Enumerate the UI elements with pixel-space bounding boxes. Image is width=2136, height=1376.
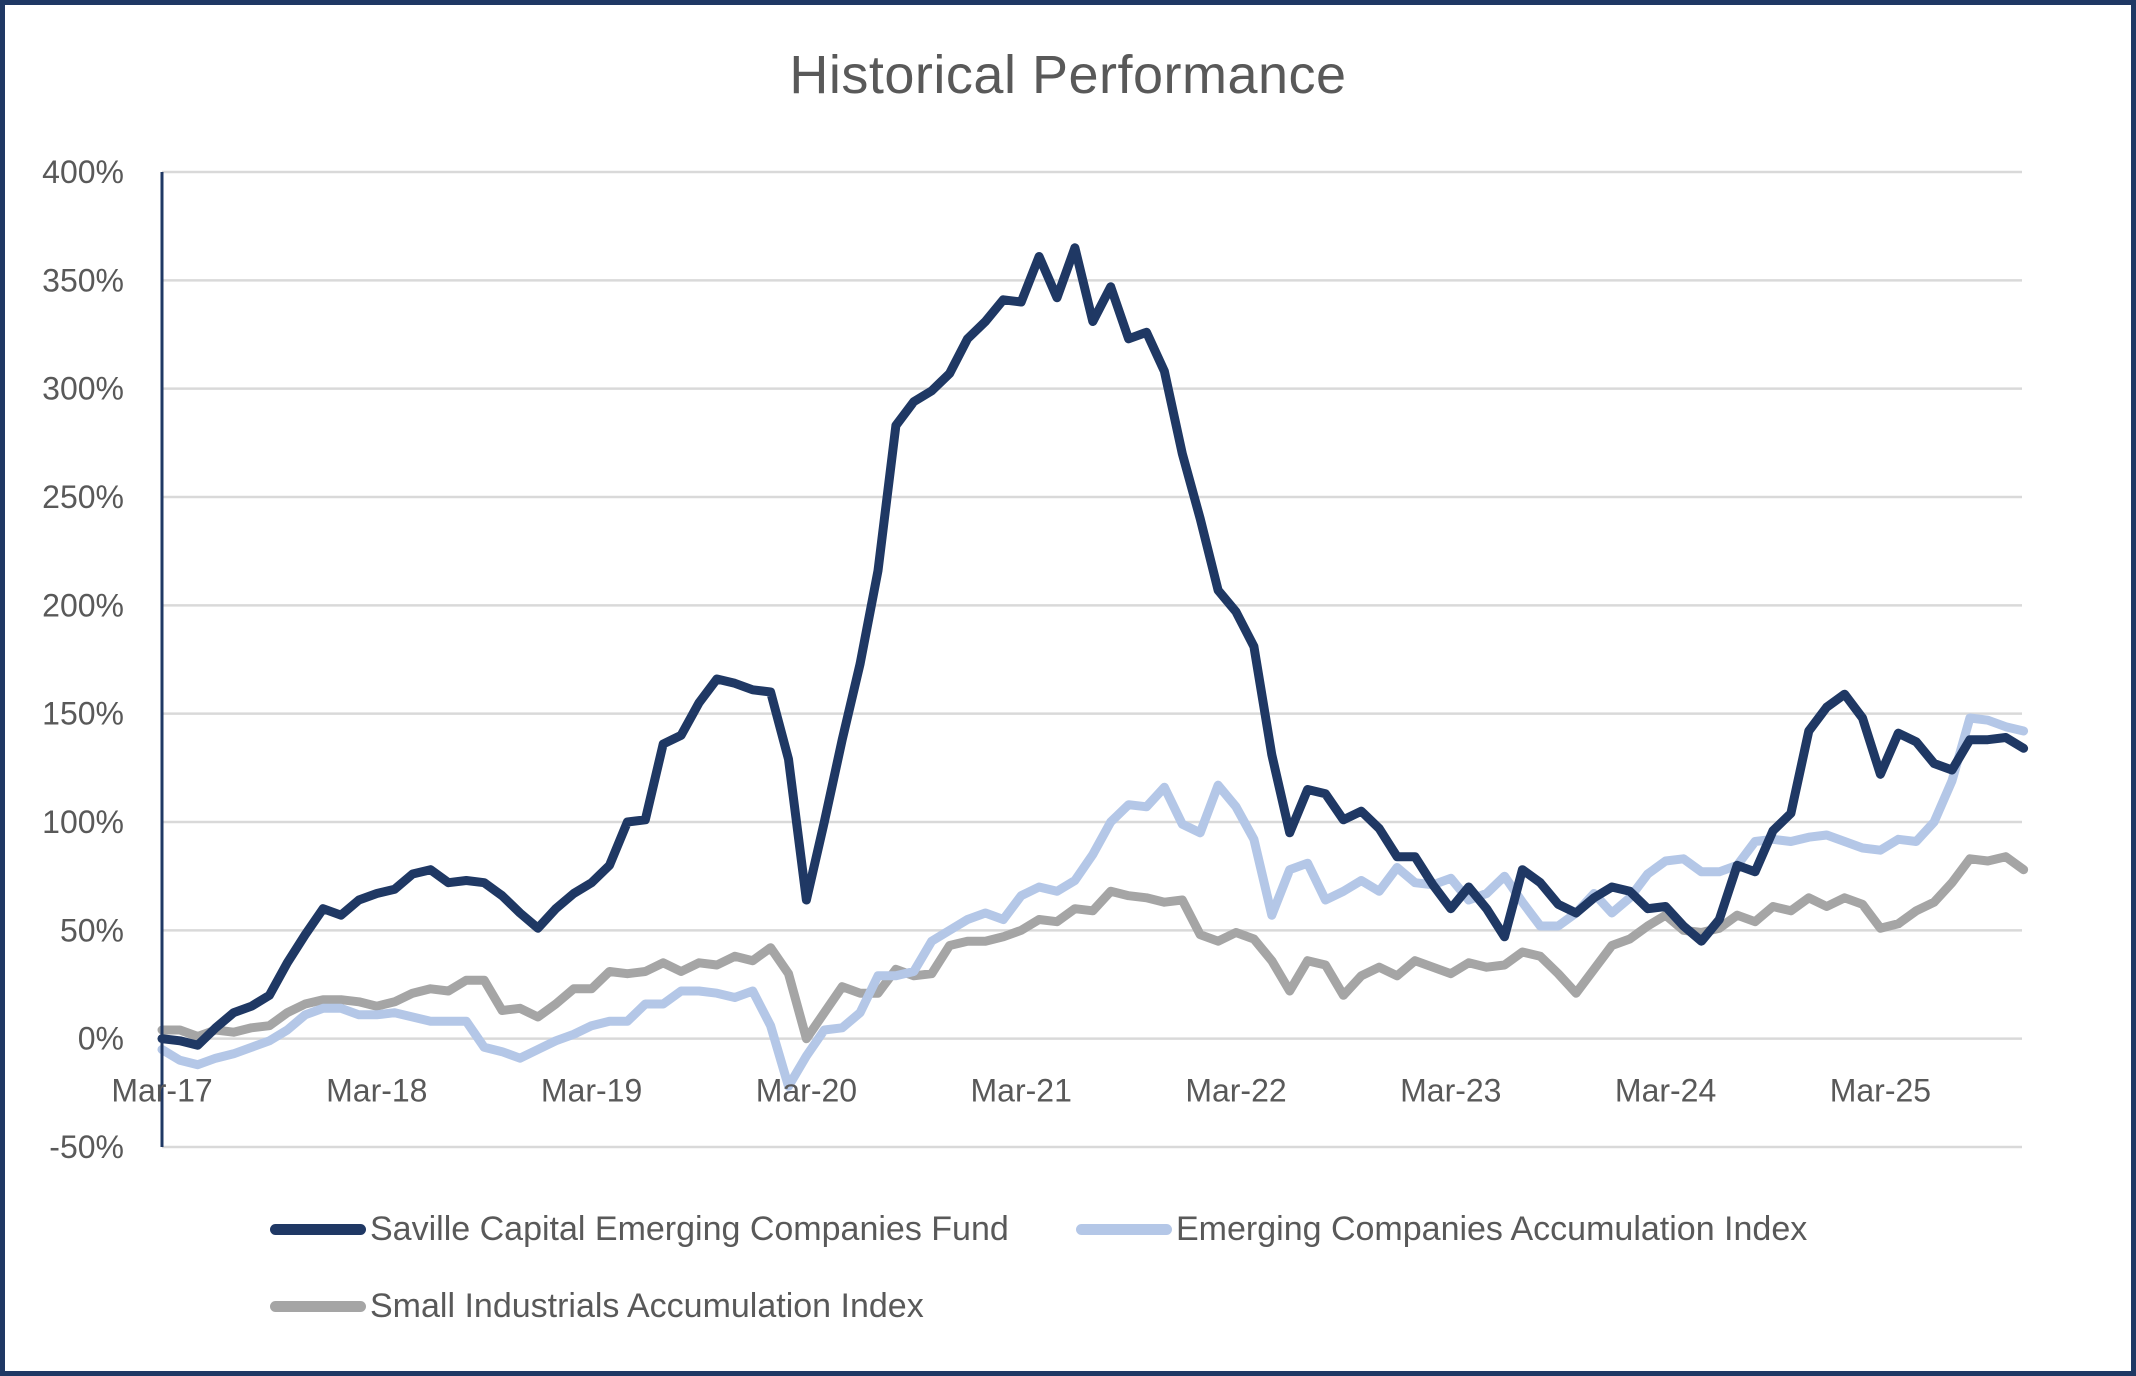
y-tick-label: 150% xyxy=(42,696,124,732)
gridlines xyxy=(162,170,2022,1149)
y-axis-tick-labels: 400% 350% 300% 250% 200% 150% 100% 50% 0% -50% xyxy=(42,154,124,1165)
legend-label-fund: Saville Capital Emerging Companies Fund xyxy=(370,1210,1009,1248)
y-tick-label: 350% xyxy=(42,262,124,298)
series-line-emerging-index xyxy=(157,713,2029,1091)
series-line-small-industrials xyxy=(157,852,2029,1044)
x-tick-label: Mar-21 xyxy=(971,1073,1072,1109)
x-tick-label: Mar-23 xyxy=(1400,1073,1501,1109)
y-tick-label: 100% xyxy=(42,804,124,840)
y-tick-label: 400% xyxy=(42,154,124,190)
legend-label-emerging-index: Emerging Companies Accumulation Index xyxy=(1176,1210,1808,1248)
series-line-fund xyxy=(157,243,2029,1050)
x-axis-tick-labels: Mar-17 Mar-18 Mar-19 Mar-20 Mar-21 Mar-22 Mar-… xyxy=(111,1073,1931,1109)
y-tick-label: 250% xyxy=(42,479,124,515)
legend-swatch-emerging-index xyxy=(1076,1224,1172,1235)
y-tick-label: 0% xyxy=(78,1021,124,1057)
x-tick-label: Mar-25 xyxy=(1830,1073,1931,1109)
x-tick-label: Mar-22 xyxy=(1185,1073,1286,1109)
y-tick-label: 300% xyxy=(42,371,124,407)
legend-item-small-industrials: Small Industrials Accumulation Index xyxy=(270,1287,924,1326)
chart-title: Historical Performance xyxy=(789,45,1347,105)
y-tick-label: 200% xyxy=(42,587,124,623)
y-tick-label: 50% xyxy=(60,912,124,948)
series-lines xyxy=(157,243,2029,1091)
x-tick-label: Mar-20 xyxy=(756,1073,857,1109)
legend-label-small-industrials: Small Industrials Accumulation Index xyxy=(370,1287,924,1325)
x-tick-label: Mar-18 xyxy=(326,1073,427,1109)
x-tick-label: Mar-24 xyxy=(1615,1073,1716,1109)
legend-swatch-small-industrials xyxy=(270,1301,366,1312)
y-tick-label: -50% xyxy=(49,1129,124,1165)
legend-item-emerging-index: Emerging Companies Accumulation Index xyxy=(1076,1210,1807,1249)
x-tick-label: Mar-17 xyxy=(111,1073,212,1109)
legend-swatch-fund xyxy=(270,1224,366,1235)
legend-item-fund: Saville Capital Emerging Companies Fund xyxy=(270,1210,1009,1249)
x-tick-label: Mar-19 xyxy=(541,1073,642,1109)
